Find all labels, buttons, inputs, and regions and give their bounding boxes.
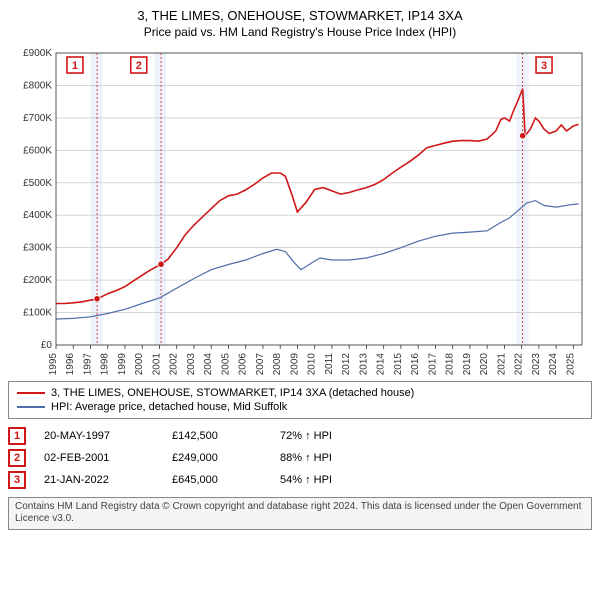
- svg-text:2006: 2006: [238, 352, 249, 374]
- svg-text:2017: 2017: [427, 352, 438, 374]
- svg-text:2021: 2021: [496, 352, 507, 374]
- chart-title-2: Price paid vs. HM Land Registry's House …: [8, 25, 592, 39]
- legend-row: 3, THE LIMES, ONEHOUSE, STOWMARKET, IP14…: [17, 386, 583, 400]
- sale-pct: 54% ↑ HPI: [280, 474, 390, 486]
- svg-text:2: 2: [136, 60, 142, 72]
- svg-text:2004: 2004: [203, 352, 214, 374]
- svg-text:£600K: £600K: [23, 145, 52, 156]
- svg-text:2024: 2024: [548, 352, 559, 374]
- legend-row: HPI: Average price, detached house, Mid …: [17, 400, 583, 414]
- sale-date: 20-MAY-1997: [44, 430, 154, 442]
- svg-text:2020: 2020: [479, 352, 490, 374]
- svg-text:2001: 2001: [151, 352, 162, 374]
- footer-attribution: Contains HM Land Registry data © Crown c…: [8, 497, 592, 530]
- sale-price: £142,500: [172, 430, 262, 442]
- svg-text:1: 1: [72, 60, 78, 72]
- svg-text:£200K: £200K: [23, 275, 52, 286]
- svg-text:2009: 2009: [289, 352, 300, 374]
- svg-text:£300K: £300K: [23, 243, 52, 254]
- svg-text:£100K: £100K: [23, 307, 52, 318]
- price-chart: £0 £100K £200K £300K £400K £500K £600K £700K £80…: [8, 45, 592, 375]
- legend-label: 3, THE LIMES, ONEHOUSE, STOWMARKET, IP14…: [51, 387, 414, 399]
- legend-label: HPI: Average price, detached house, Mid …: [51, 401, 287, 413]
- svg-text:1999: 1999: [117, 352, 128, 374]
- svg-text:2003: 2003: [186, 352, 197, 374]
- svg-text:2016: 2016: [410, 352, 421, 374]
- sale-marker: 1: [8, 427, 26, 445]
- sale-price: £645,000: [172, 474, 262, 486]
- sale-date: 21-JAN-2022: [44, 474, 154, 486]
- sale-date: 02-FEB-2001: [44, 452, 154, 464]
- legend: 3, THE LIMES, ONEHOUSE, STOWMARKET, IP14…: [8, 381, 592, 419]
- sale-pct: 88% ↑ HPI: [280, 452, 390, 464]
- legend-swatch: [17, 406, 45, 408]
- svg-text:2018: 2018: [445, 352, 456, 374]
- svg-text:2012: 2012: [341, 352, 352, 374]
- sale-pct: 72% ↑ HPI: [280, 430, 390, 442]
- svg-text:1996: 1996: [65, 352, 76, 374]
- svg-text:2015: 2015: [393, 352, 404, 374]
- svg-text:2005: 2005: [220, 352, 231, 374]
- sale-row: 3 21-JAN-2022 £645,000 54% ↑ HPI: [8, 469, 592, 491]
- svg-text:£400K: £400K: [23, 210, 52, 221]
- svg-text:3: 3: [541, 60, 547, 72]
- svg-text:2008: 2008: [272, 352, 283, 374]
- svg-text:2025: 2025: [565, 352, 576, 374]
- sales-table: 1 20-MAY-1997 £142,500 72% ↑ HPI 2 02-FEB-200…: [8, 425, 592, 491]
- svg-text:2011: 2011: [324, 352, 335, 374]
- svg-text:2023: 2023: [531, 352, 542, 374]
- svg-text:£700K: £700K: [23, 113, 52, 124]
- chart-title-1: 3, THE LIMES, ONEHOUSE, STOWMARKET, IP14…: [8, 8, 592, 25]
- sale-marker: 3: [8, 471, 26, 489]
- svg-text:£500K: £500K: [23, 178, 52, 189]
- svg-text:£900K: £900K: [23, 48, 52, 59]
- sale-row: 1 20-MAY-1997 £142,500 72% ↑ HPI: [8, 425, 592, 447]
- svg-text:2010: 2010: [307, 352, 318, 374]
- sale-row: 2 02-FEB-2001 £249,000 88% ↑ HPI: [8, 447, 592, 469]
- svg-text:2013: 2013: [358, 352, 369, 374]
- svg-text:1998: 1998: [100, 352, 111, 374]
- sale-price: £249,000: [172, 452, 262, 464]
- svg-text:1995: 1995: [48, 352, 59, 374]
- svg-text:2002: 2002: [169, 352, 180, 374]
- svg-text:1997: 1997: [82, 352, 93, 374]
- svg-text:2022: 2022: [514, 352, 525, 374]
- svg-text:£800K: £800K: [23, 80, 52, 91]
- svg-text:£0: £0: [41, 340, 53, 351]
- svg-text:2014: 2014: [376, 352, 387, 374]
- svg-text:2000: 2000: [134, 352, 145, 374]
- svg-text:2019: 2019: [462, 352, 473, 374]
- sale-marker: 2: [8, 449, 26, 467]
- svg-text:2007: 2007: [255, 352, 266, 374]
- legend-swatch: [17, 392, 45, 394]
